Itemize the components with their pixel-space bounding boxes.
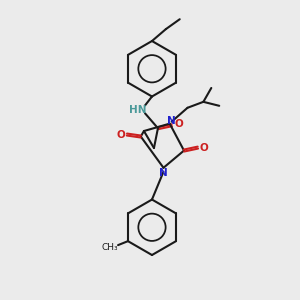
Text: HN: HN (129, 105, 147, 116)
Text: N: N (167, 116, 176, 126)
Text: O: O (117, 130, 125, 140)
Text: CH₃: CH₃ (102, 243, 118, 252)
Text: O: O (200, 142, 208, 153)
Text: N: N (159, 168, 168, 178)
Text: O: O (174, 119, 183, 129)
